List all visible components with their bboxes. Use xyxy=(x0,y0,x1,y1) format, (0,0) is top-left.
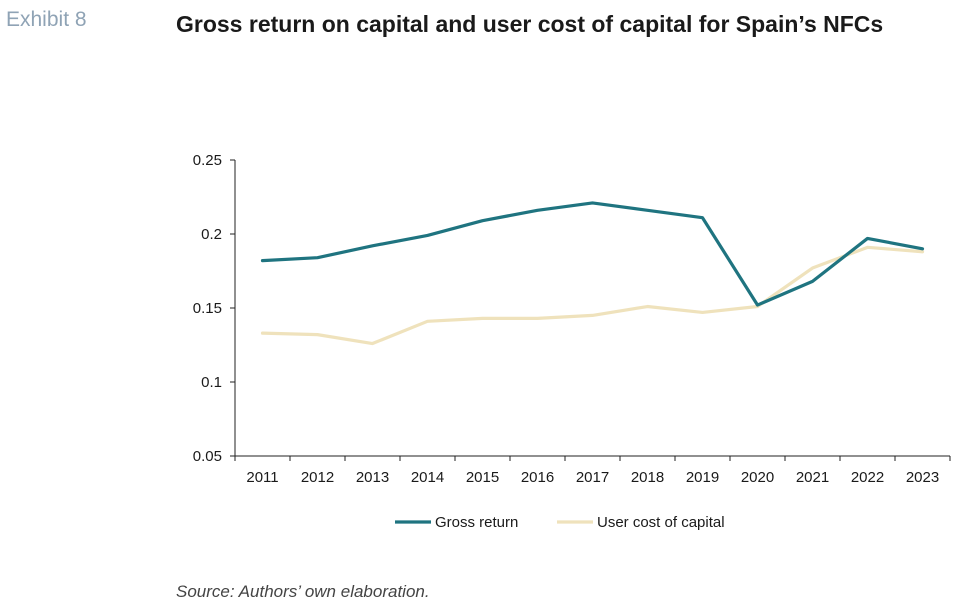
x-tick-label: 2017 xyxy=(576,469,609,486)
y-tick-label: 0.1 xyxy=(201,374,222,391)
x-axis: 2011 2012 2013 2014 2015 2016 2017 2018 2019 2020… xyxy=(234,455,951,486)
legend-label-gross-return: Gross return xyxy=(435,514,518,531)
y-tick-label: 0.15 xyxy=(193,300,222,317)
y-tick-label: 0.2 xyxy=(201,226,222,243)
source-note: Source: Authors’ own elaboration. xyxy=(176,582,430,601)
y-axis: 0.05 0.1 0.15 0.2 0.25 xyxy=(193,152,236,465)
x-tick-label: 2021 xyxy=(796,469,829,486)
x-tick-label: 2012 xyxy=(301,469,334,486)
x-tick-label: 2014 xyxy=(411,469,444,486)
x-tick-label: 2022 xyxy=(851,469,884,486)
gross-return-line xyxy=(260,201,925,307)
x-tick-label: 2023 xyxy=(906,469,939,486)
x-tick-label: 2015 xyxy=(466,469,499,486)
x-tick-label: 2020 xyxy=(741,469,774,486)
x-tick-label: 2016 xyxy=(521,469,554,486)
x-tick-label: 2018 xyxy=(631,469,664,486)
x-tick-label: 2013 xyxy=(356,469,389,486)
exhibit-label: Exhibit 8 xyxy=(6,8,87,31)
y-tick-label: 0.25 xyxy=(193,152,222,169)
x-tick-label: 2011 xyxy=(246,469,278,486)
legend: Gross return User cost of capital xyxy=(395,514,725,531)
y-tick-label: 0.05 xyxy=(193,448,222,465)
legend-label-user-cost-of-capital: User cost of capital xyxy=(597,514,725,531)
chart-title: Gross return on capital and user cost of… xyxy=(176,11,884,37)
series-layer xyxy=(260,201,925,346)
user-cost-of-capital-line xyxy=(260,245,925,346)
x-tick-label: 2019 xyxy=(686,469,719,486)
